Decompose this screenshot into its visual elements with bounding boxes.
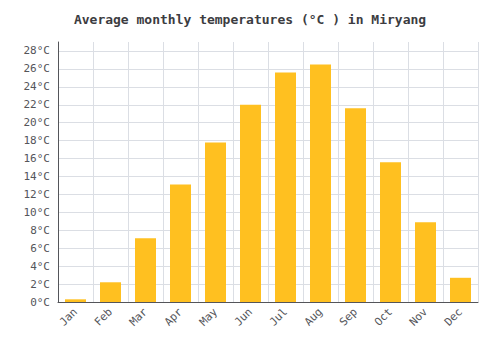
svg-text:Aug: Aug bbox=[302, 305, 325, 328]
svg-text:2°C: 2°C bbox=[30, 278, 50, 291]
svg-text:22°C: 22°C bbox=[24, 98, 51, 111]
svg-text:26°C: 26°C bbox=[24, 62, 51, 75]
svg-text:Mar: Mar bbox=[127, 305, 150, 328]
svg-text:Jun: Jun bbox=[232, 305, 255, 328]
svg-text:14°C: 14°C bbox=[24, 170, 51, 183]
svg-text:16°C: 16°C bbox=[24, 152, 51, 165]
svg-text:6°C: 6°C bbox=[30, 242, 50, 255]
svg-text:Feb: Feb bbox=[92, 305, 115, 328]
svg-text:0°C: 0°C bbox=[30, 296, 50, 309]
svg-text:Sep: Sep bbox=[337, 305, 360, 328]
svg-text:28°C: 28°C bbox=[24, 44, 51, 57]
svg-text:Dec: Dec bbox=[442, 305, 465, 328]
svg-text:20°C: 20°C bbox=[24, 116, 51, 129]
svg-text:May: May bbox=[197, 305, 220, 328]
svg-text:Oct: Oct bbox=[372, 305, 395, 328]
svg-text:24°C: 24°C bbox=[24, 80, 51, 93]
svg-text:10°C: 10°C bbox=[24, 206, 51, 219]
svg-text:18°C: 18°C bbox=[24, 134, 51, 147]
svg-text:Jan: Jan bbox=[57, 305, 80, 328]
svg-text:8°C: 8°C bbox=[30, 224, 50, 237]
svg-text:Apr: Apr bbox=[162, 305, 185, 328]
svg-text:Average monthly temperatures (: Average monthly temperatures (°C ) in Mi… bbox=[74, 12, 426, 27]
svg-text:Jul: Jul bbox=[267, 305, 290, 328]
svg-text:4°C: 4°C bbox=[30, 260, 50, 273]
svg-text:Nov: Nov bbox=[407, 305, 430, 328]
svg-text:12°C: 12°C bbox=[24, 188, 51, 201]
